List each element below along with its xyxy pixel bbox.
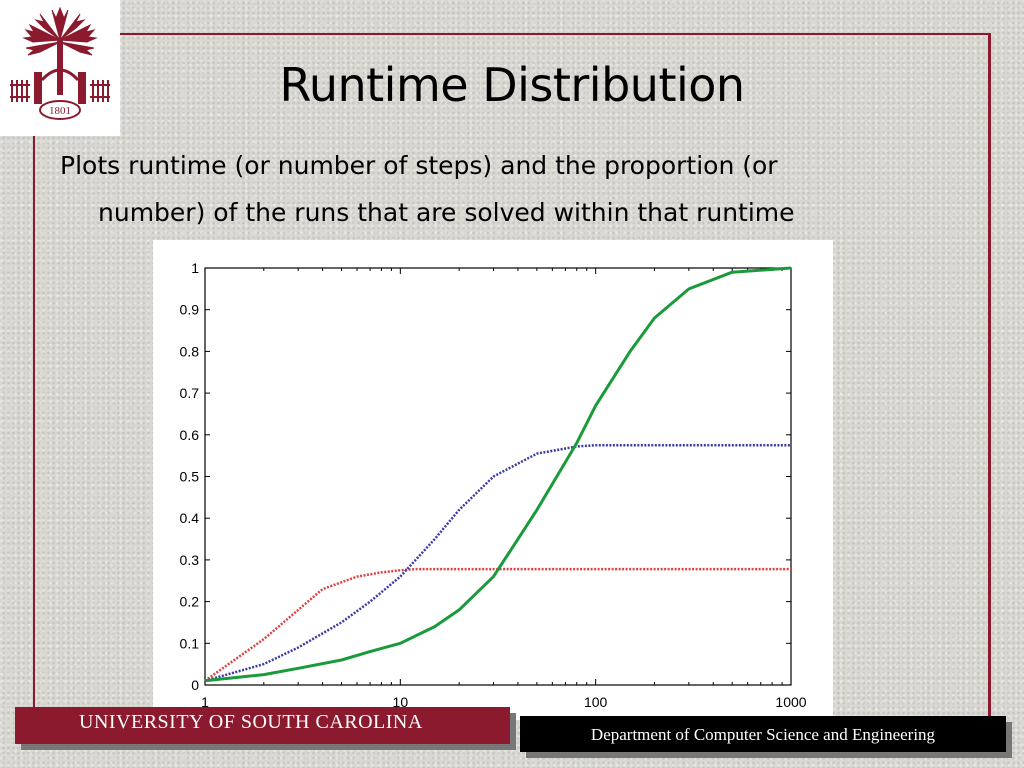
x-tick-label: 100 xyxy=(584,694,608,710)
department-name: Department of Computer Science and Engin… xyxy=(590,725,936,744)
university-name: UNIVERSITY OF SOUTH CAROLINA xyxy=(79,711,423,733)
y-tick-label: 1 xyxy=(191,260,199,276)
y-tick-label: 0.1 xyxy=(180,635,200,651)
slide-frame-top xyxy=(120,33,990,35)
y-tick-label: 0.5 xyxy=(180,469,200,485)
series-line-2 xyxy=(204,443,791,683)
x-tick-label: 1000 xyxy=(775,694,806,710)
series-line-3 xyxy=(204,266,792,683)
y-tick-label: 0.6 xyxy=(180,427,200,443)
x-tick-label: 1 xyxy=(201,694,209,710)
department-banner: Department of Computer Science and Engin… xyxy=(520,716,1006,752)
y-tick-label: 0.2 xyxy=(180,594,200,610)
subtitle-line-2: number) of the runs that are solved with… xyxy=(98,198,795,227)
slide-frame-left xyxy=(33,136,35,708)
y-tick-label: 0 xyxy=(191,677,199,693)
palmetto-tree-logo-icon: 1801 xyxy=(10,6,110,120)
y-tick-label: 0.7 xyxy=(180,385,200,401)
university-logo: 1801 xyxy=(0,0,120,136)
runtime-distribution-chart: 0 0.1 0.2 0.3 0.4 0.5 0.6 0.7 0.8 0.9 1 1 10 100 1000 xyxy=(153,240,833,720)
chart-svg: 0 0.1 0.2 0.3 0.4 0.5 0.6 0.7 0.8 0.9 1 1 10 100 1000 xyxy=(180,260,807,710)
y-tick-label: 0.3 xyxy=(180,552,200,568)
logo-year: 1801 xyxy=(49,105,71,117)
subtitle-line-1: Plots runtime (or number of steps) and t… xyxy=(60,151,778,180)
y-tick-label: 0.9 xyxy=(180,302,200,318)
slide-subtitle: Plots runtime (or number of steps) and t… xyxy=(60,142,970,236)
university-banner: UNIVERSITY OF SOUTH CAROLINA xyxy=(15,707,510,744)
y-tick-label: 0.4 xyxy=(180,510,200,526)
series-line-1 xyxy=(204,567,791,682)
plot-area-frame xyxy=(204,267,792,686)
slide-frame-right xyxy=(988,33,991,719)
y-tick-label: 0.8 xyxy=(180,343,200,359)
slide-title: Runtime Distribution xyxy=(279,58,745,112)
x-tick-label: 10 xyxy=(393,694,409,710)
